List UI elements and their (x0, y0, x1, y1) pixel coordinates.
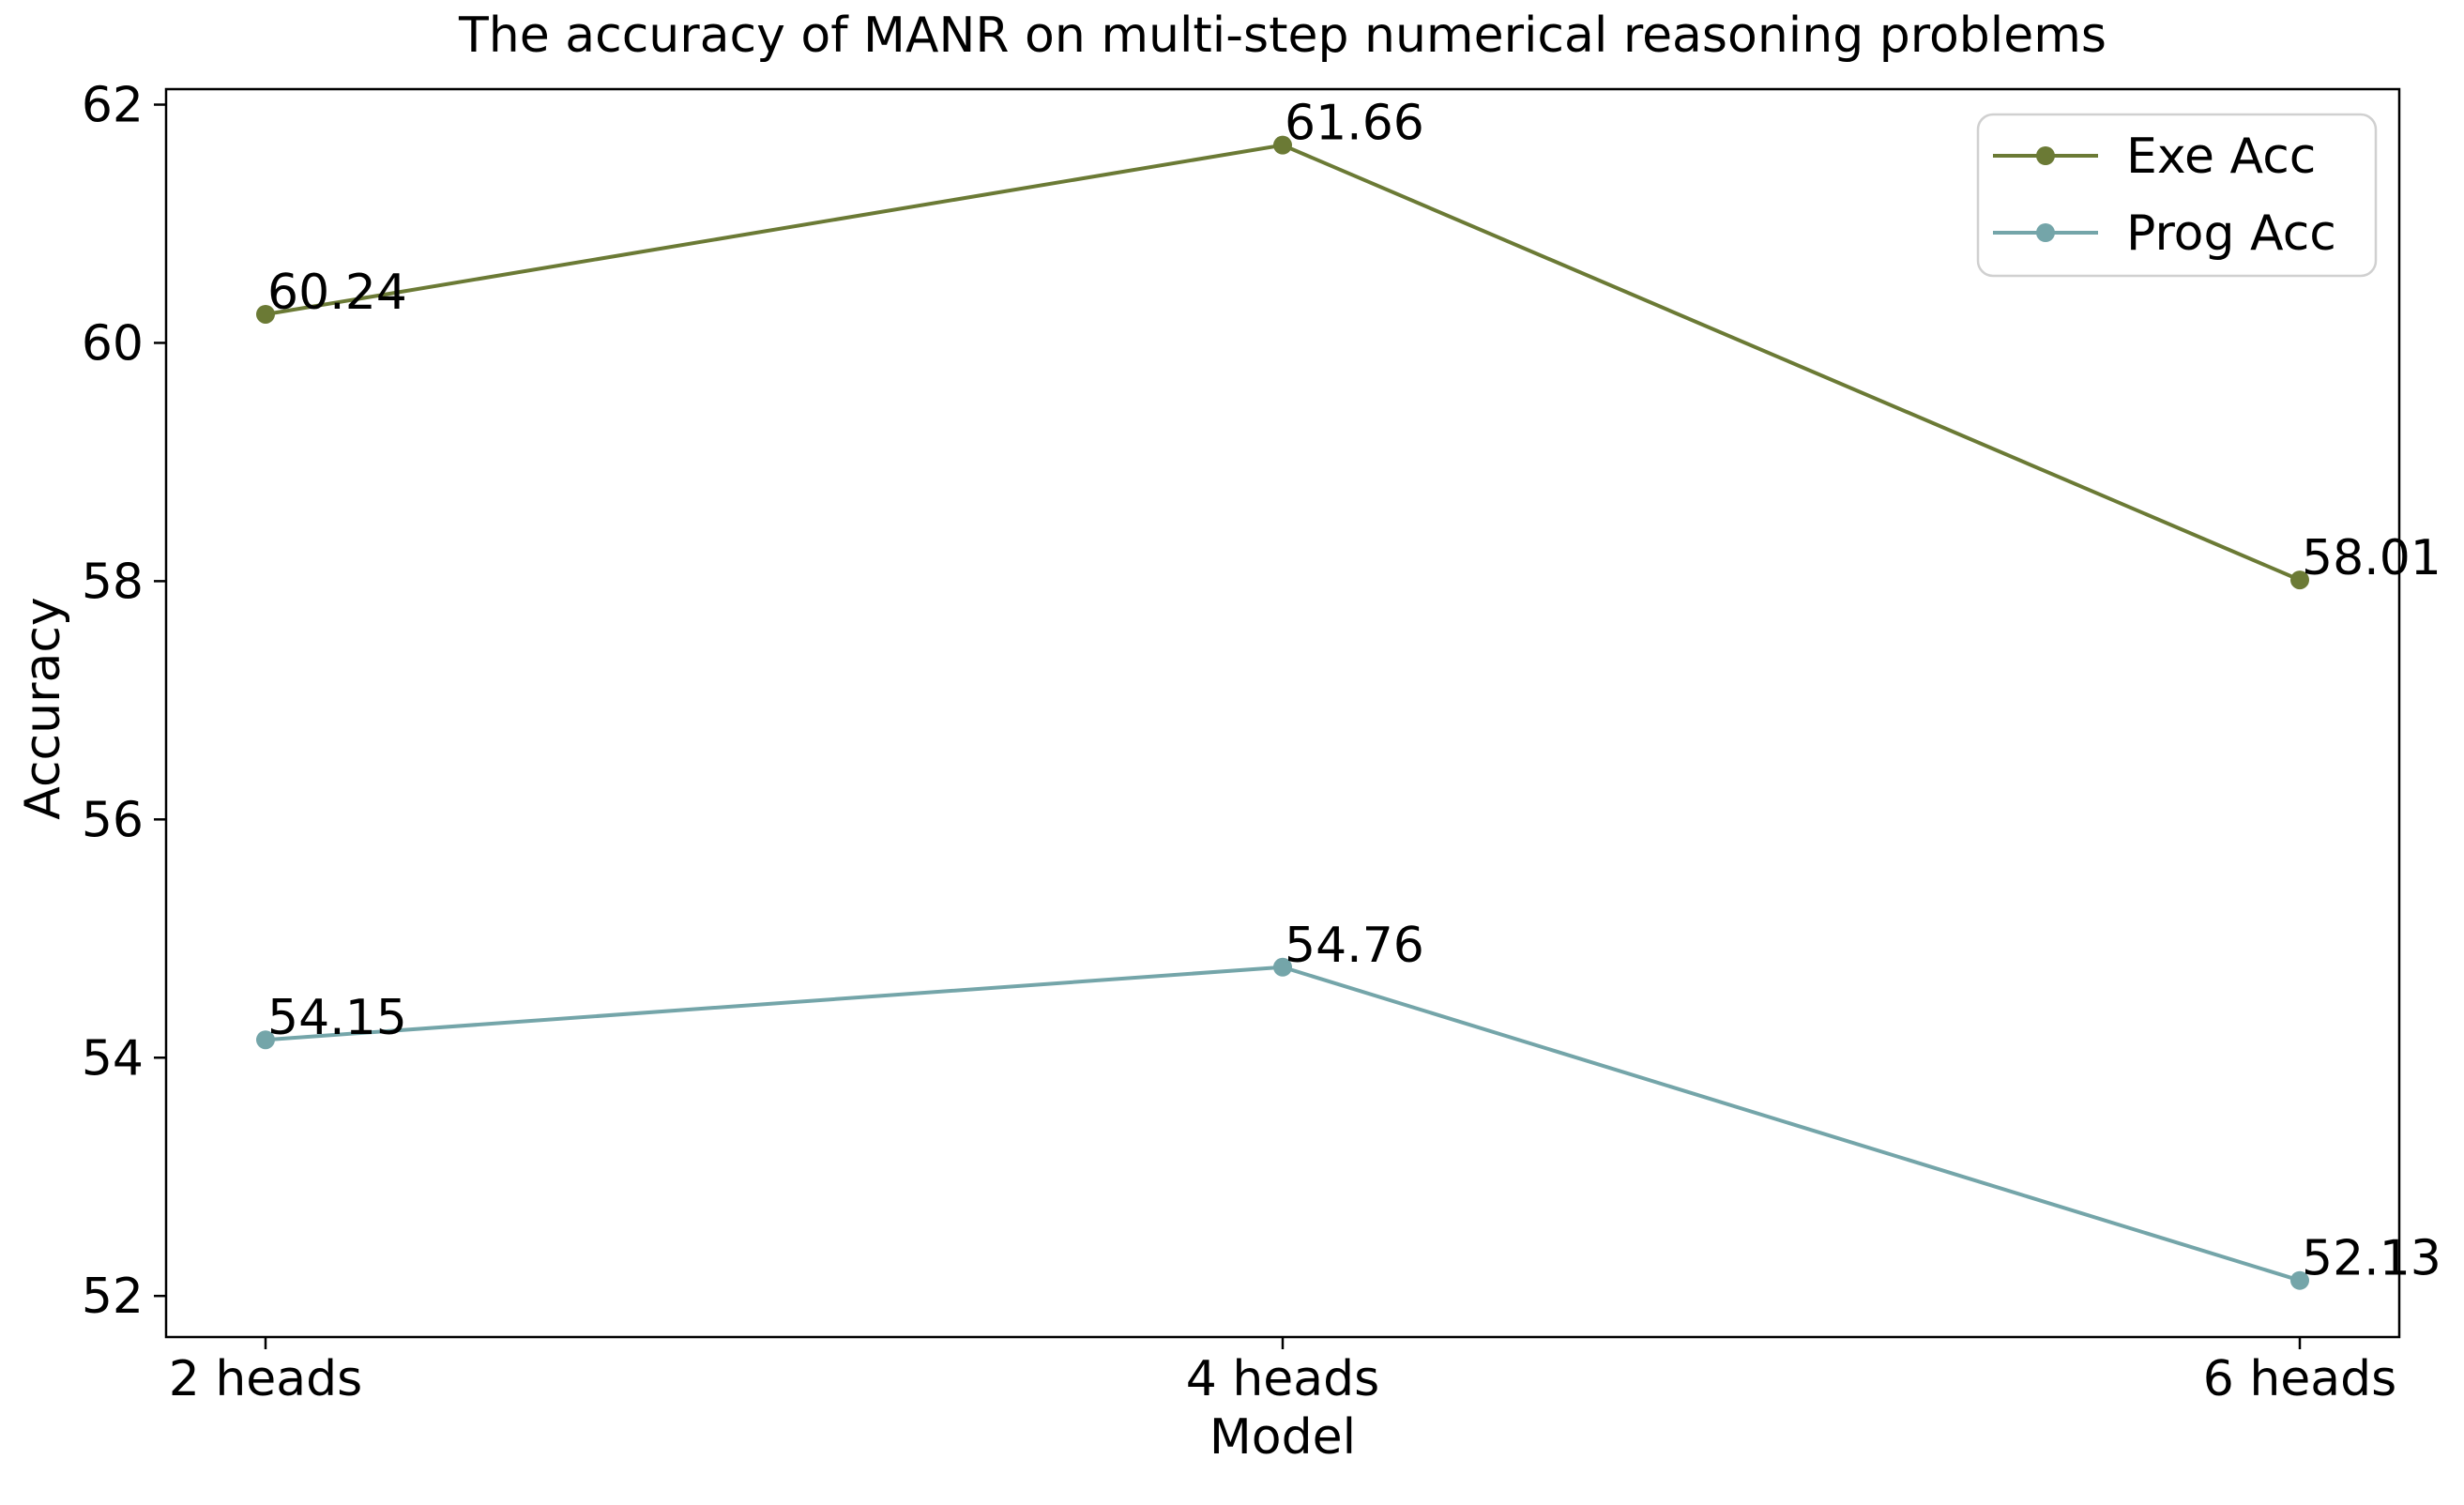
legend-label-exe-acc: Exe Acc (2126, 129, 2316, 185)
data-point-exe-acc-4-heads (1273, 135, 1292, 155)
series-line-prog-acc (265, 965, 2301, 1283)
legend-marker-exe-acc (2036, 146, 2055, 165)
x-tick-label-4-heads: 4 heads (1186, 1351, 1380, 1407)
data-point-exe-acc-6-heads (2290, 570, 2309, 590)
point-label-exe-acc-58.01: 58.01 (2302, 530, 2441, 586)
y-tick-label-58: 58 (82, 554, 144, 610)
legend-label-prog-acc: Prog Acc (2126, 205, 2336, 262)
data-point-prog-acc-2-heads (256, 1030, 275, 1050)
chart-title: The accuracy of MANR on multi-step numer… (459, 8, 2107, 64)
y-axis-label: Accuracy (15, 597, 71, 820)
x-axis-label: Model (1209, 1409, 1357, 1466)
data-point-prog-acc-6-heads (2290, 1270, 2309, 1290)
point-label-prog-acc-54.15: 54.15 (267, 990, 407, 1046)
point-label-prog-acc-54.76: 54.76 (1285, 918, 1424, 974)
y-tick-label-60: 60 (82, 315, 144, 372)
point-label-exe-acc-61.66: 61.66 (1285, 96, 1424, 152)
y-tick-label-56: 56 (82, 792, 144, 848)
legend-marker-prog-acc (2036, 223, 2055, 242)
x-tick-label-2-heads: 2 heads (169, 1351, 363, 1407)
data-point-exe-acc-2-heads (256, 304, 275, 324)
y-tick-label-54: 54 (82, 1030, 144, 1087)
y-tick-label-52: 52 (82, 1269, 144, 1325)
data-point-prog-acc-4-heads (1273, 957, 1292, 977)
x-tick-label-6-heads: 6 heads (2203, 1351, 2397, 1407)
point-label-prog-acc-52.13: 52.13 (2302, 1231, 2441, 1287)
y-tick-label-62: 62 (82, 78, 144, 134)
point-label-exe-acc-60.24: 60.24 (267, 265, 407, 321)
